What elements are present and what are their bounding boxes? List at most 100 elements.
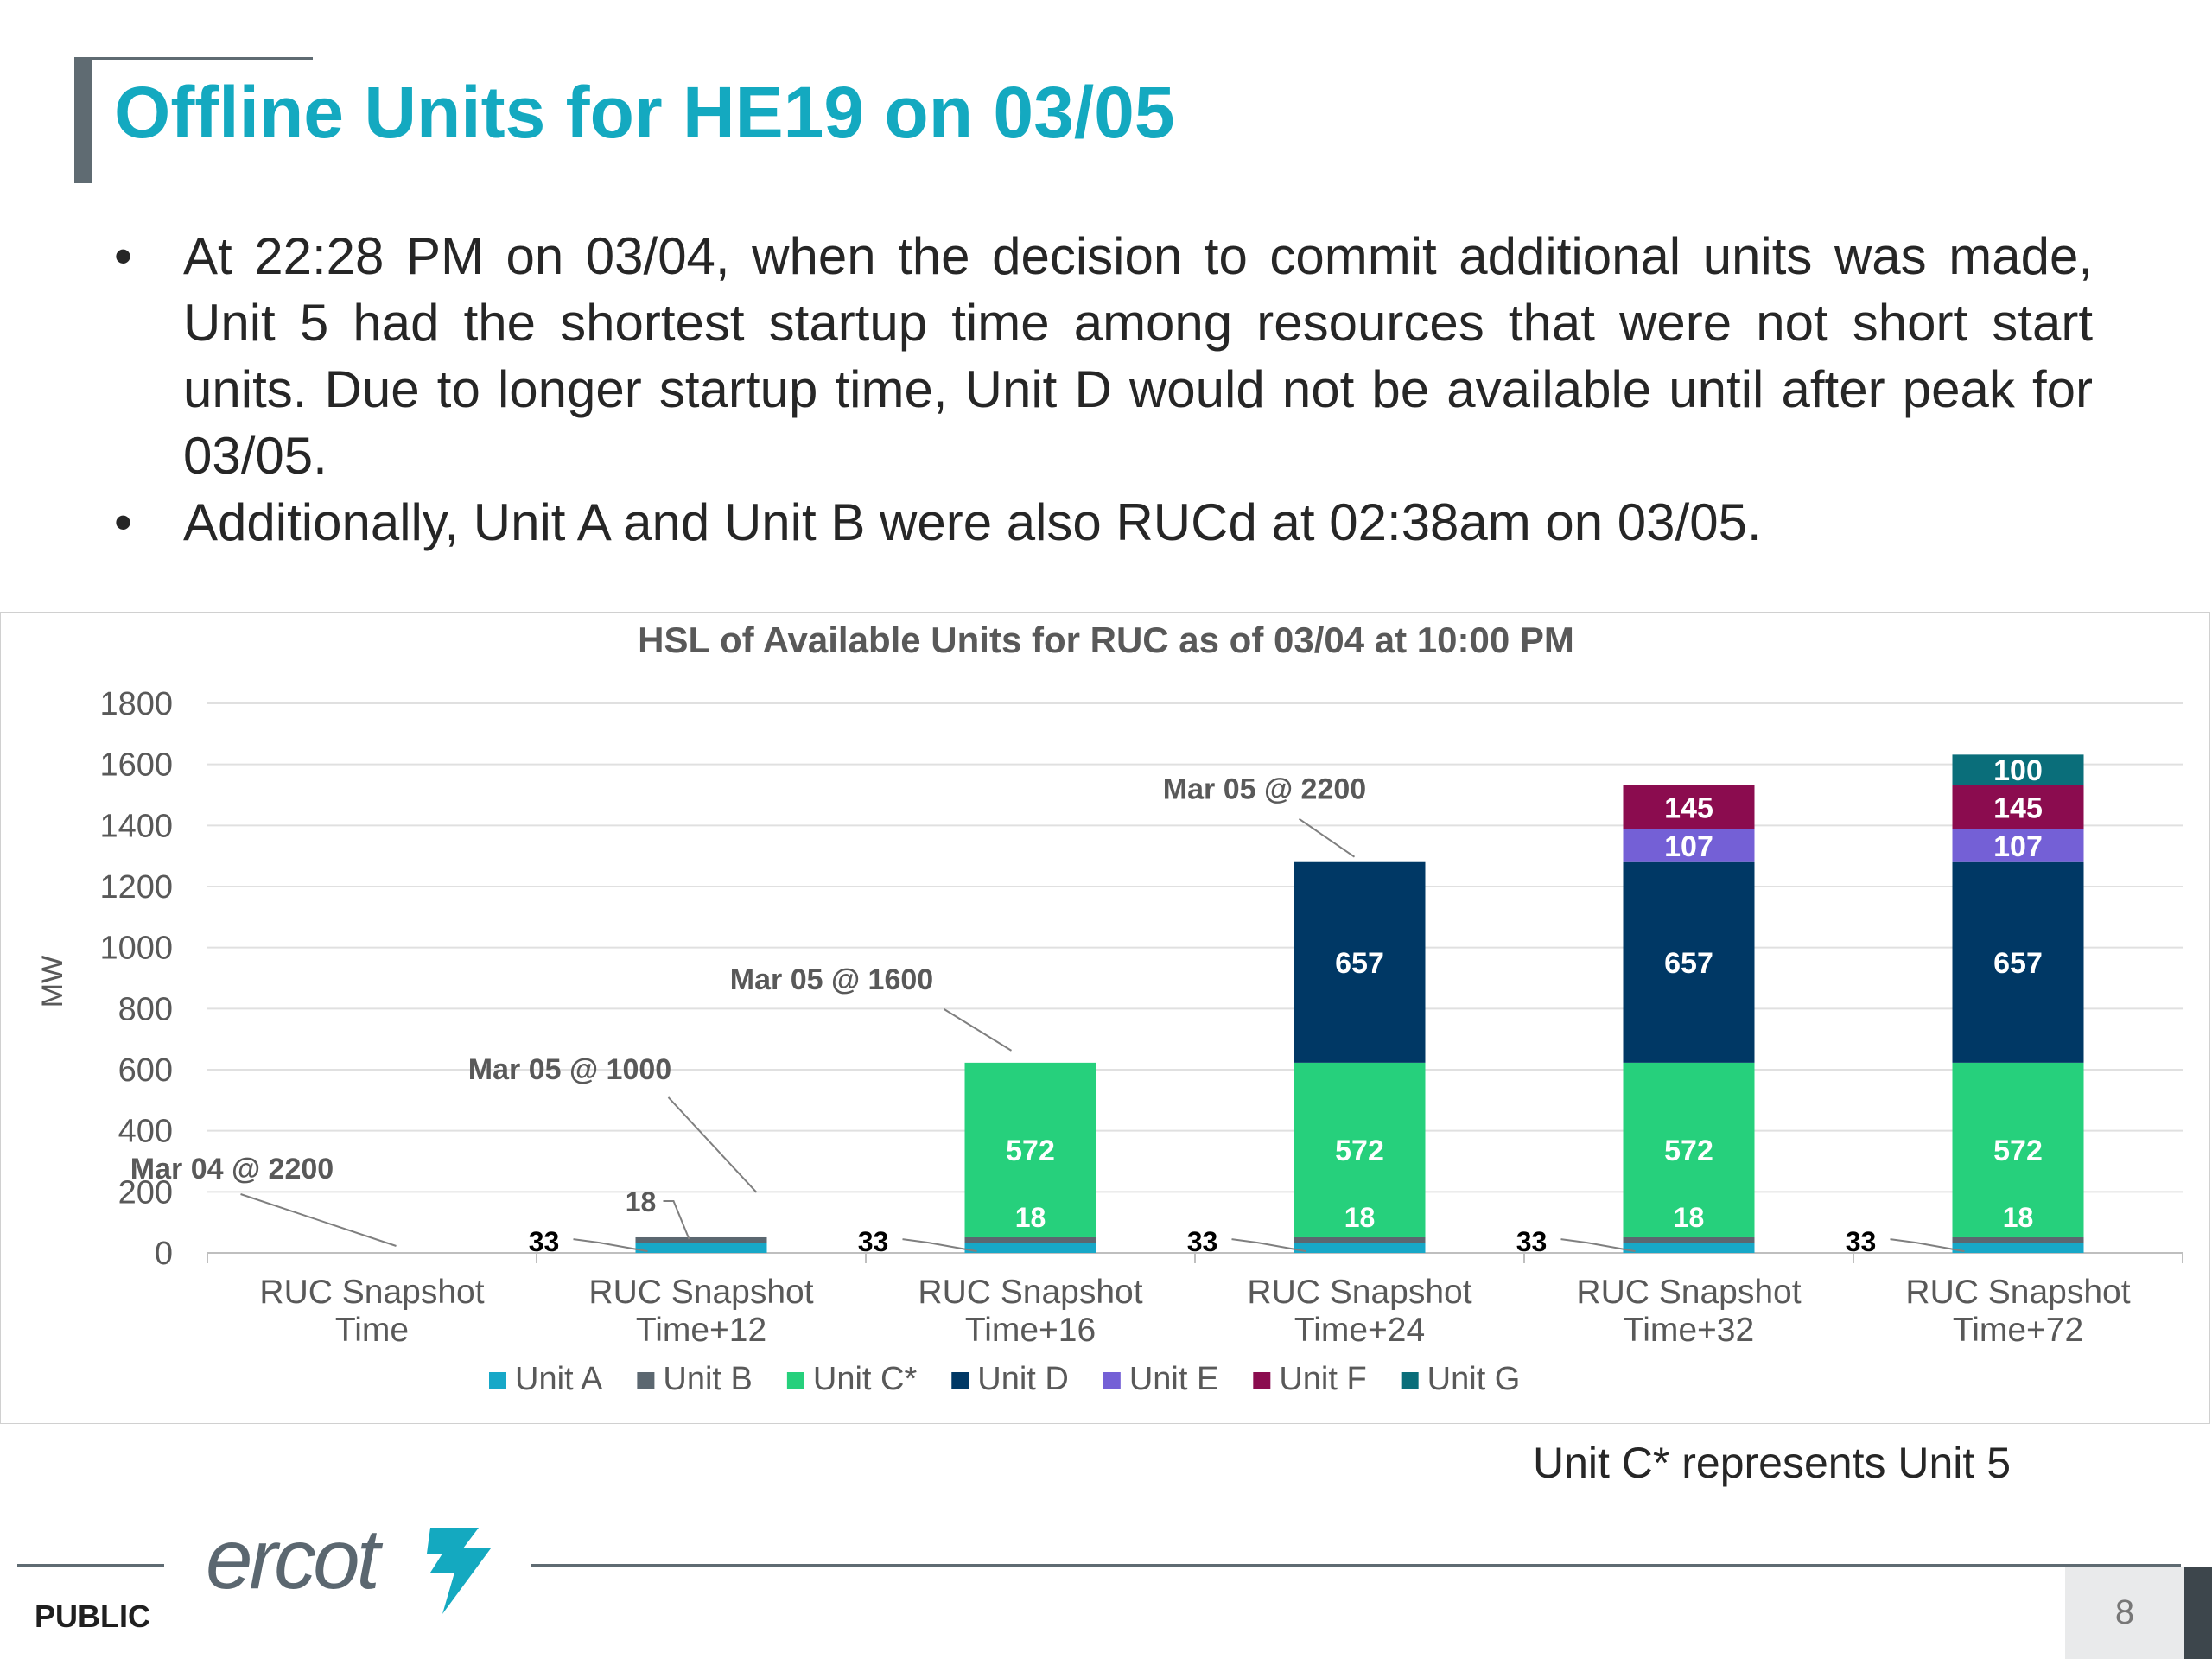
data-label: 33 — [858, 1226, 889, 1257]
stacked-bar-chart: HSL of Available Units for RUC as of 03/… — [36, 620, 2183, 1397]
data-label: 18 — [1344, 1202, 1376, 1233]
data-label: 18 — [626, 1186, 657, 1217]
legend-swatch — [1103, 1372, 1121, 1389]
annotation-leader — [1298, 817, 1356, 858]
legend-label: Unit B — [663, 1361, 752, 1397]
bar-segment — [964, 1236, 1096, 1243]
bar-segment — [1952, 829, 2084, 862]
data-label: 33 — [1516, 1226, 1548, 1257]
ercot-logo: ercot — [206, 1511, 491, 1614]
y-tick-label: 400 — [118, 1114, 173, 1150]
data-label: 107 — [1664, 830, 1713, 863]
y-tick-label: 1800 — [99, 686, 173, 722]
bullet-marker: • — [114, 493, 133, 551]
bar-segment — [1623, 1243, 1755, 1253]
y-tick-label: 1600 — [99, 747, 173, 784]
data-label: 100 — [1993, 754, 2043, 787]
page-corner-accent — [2184, 1567, 2212, 1659]
data-label: 572 — [1664, 1135, 1713, 1167]
x-tick-label: RUC Snapshot — [1247, 1274, 1471, 1311]
bar-segment — [1952, 754, 2084, 785]
page-number-box — [2065, 1567, 2184, 1659]
annotation-label: Mar 04 @ 2200 — [130, 1153, 334, 1185]
y-tick-label: 200 — [118, 1174, 173, 1211]
y-tick-label: 600 — [118, 1052, 173, 1089]
data-label: 572 — [1006, 1135, 1055, 1167]
page-number: 8 — [2114, 1593, 2135, 1631]
footer-rule-right — [531, 1564, 2181, 1567]
annotation-label: Mar 05 @ 1600 — [730, 963, 933, 996]
x-tick-label: RUC Snapshot — [1905, 1274, 2130, 1311]
x-tick-label: RUC Snapshot — [918, 1274, 1142, 1311]
data-label: 33 — [1187, 1226, 1218, 1257]
leader-line — [1231, 1238, 1306, 1253]
bullet-text: Additionally, Unit A and Unit B were als… — [183, 493, 1762, 551]
y-tick-label: 1200 — [99, 869, 173, 906]
bar-segment — [1952, 1243, 2084, 1253]
bar-segment — [1623, 829, 1755, 862]
chart-frame — [0, 612, 2210, 1424]
data-label: 33 — [529, 1226, 560, 1257]
legend-label: Unit D — [977, 1361, 1069, 1397]
leader-line — [1890, 1238, 1965, 1253]
bar-segment — [1294, 1243, 1426, 1253]
bar-segment — [1294, 1062, 1426, 1237]
legend-swatch — [1253, 1372, 1271, 1389]
x-tick-label: Time+16 — [965, 1312, 1096, 1349]
data-label: 18 — [2003, 1202, 2034, 1233]
bar-segment — [1952, 861, 2084, 1063]
title-accent-line — [74, 57, 313, 60]
legend-label: Unit A — [515, 1361, 603, 1397]
y-tick-label: 0 — [155, 1236, 173, 1272]
x-tick-label: RUC Snapshot — [588, 1274, 813, 1311]
legend-swatch — [637, 1372, 655, 1389]
annotation-leader — [943, 1008, 1013, 1052]
annotation-label: Mar 05 @ 2200 — [1163, 773, 1366, 806]
legend-swatch — [951, 1372, 969, 1389]
bar-segment — [1294, 861, 1426, 1063]
data-label: 657 — [1335, 947, 1384, 980]
data-label: 33 — [1846, 1226, 1877, 1257]
legend-swatch — [786, 1372, 804, 1389]
bar-segment — [1623, 1062, 1755, 1237]
legend-label: Unit C* — [813, 1361, 918, 1397]
bar-segment — [1623, 785, 1755, 830]
bar-segment — [1294, 1236, 1426, 1243]
y-tick-label: 1000 — [99, 931, 173, 967]
legend-swatch — [489, 1372, 506, 1389]
bar-segment — [1623, 861, 1755, 1063]
bar-segment — [964, 1062, 1096, 1237]
bar-segment — [1623, 1236, 1755, 1243]
classification-label: PUBLIC — [35, 1599, 150, 1634]
bar-segment — [1952, 1062, 2084, 1237]
bullet-list: • At 22:28 PM on 03/04, when the decision… — [114, 223, 2093, 556]
x-tick-label: RUC Snapshot — [259, 1274, 484, 1311]
title-accent-bar — [74, 57, 92, 183]
annotation-leader — [240, 1193, 397, 1247]
data-label: 572 — [1335, 1135, 1384, 1167]
data-label: 107 — [1993, 830, 2043, 863]
x-tick-label: Time+24 — [1294, 1312, 1425, 1349]
chart-title: HSL of Available Units for RUC as of 03/… — [638, 620, 1574, 660]
leader-line — [1560, 1238, 1636, 1253]
legend-label: Unit G — [1427, 1361, 1521, 1397]
x-tick-label: Time — [335, 1312, 409, 1349]
data-label: 18 — [1674, 1202, 1705, 1233]
bar-segment — [964, 1243, 1096, 1253]
bullet-item: • Additionally, Unit A and Unit B were al… — [114, 489, 2093, 556]
data-label: 657 — [1664, 947, 1713, 980]
legend-swatch — [1401, 1372, 1419, 1389]
y-tick-label: 800 — [118, 991, 173, 1027]
annotation-label: Mar 05 @ 1000 — [468, 1053, 671, 1086]
data-label: 657 — [1993, 947, 2043, 980]
data-label: 572 — [1993, 1135, 2043, 1167]
leader-line — [573, 1238, 648, 1253]
logo-wordmark: ercot — [206, 1511, 384, 1606]
logo-bolt-icon — [427, 1528, 491, 1614]
x-tick-label: Time+72 — [1953, 1312, 2083, 1349]
bar-segment — [1952, 785, 2084, 830]
slide-title: Offline Units for HE19 on 03/05 — [114, 72, 1175, 153]
data-label: 18 — [1015, 1202, 1046, 1233]
leader-line — [663, 1199, 690, 1240]
footnote: Unit C* represents Unit 5 — [1533, 1439, 2012, 1487]
